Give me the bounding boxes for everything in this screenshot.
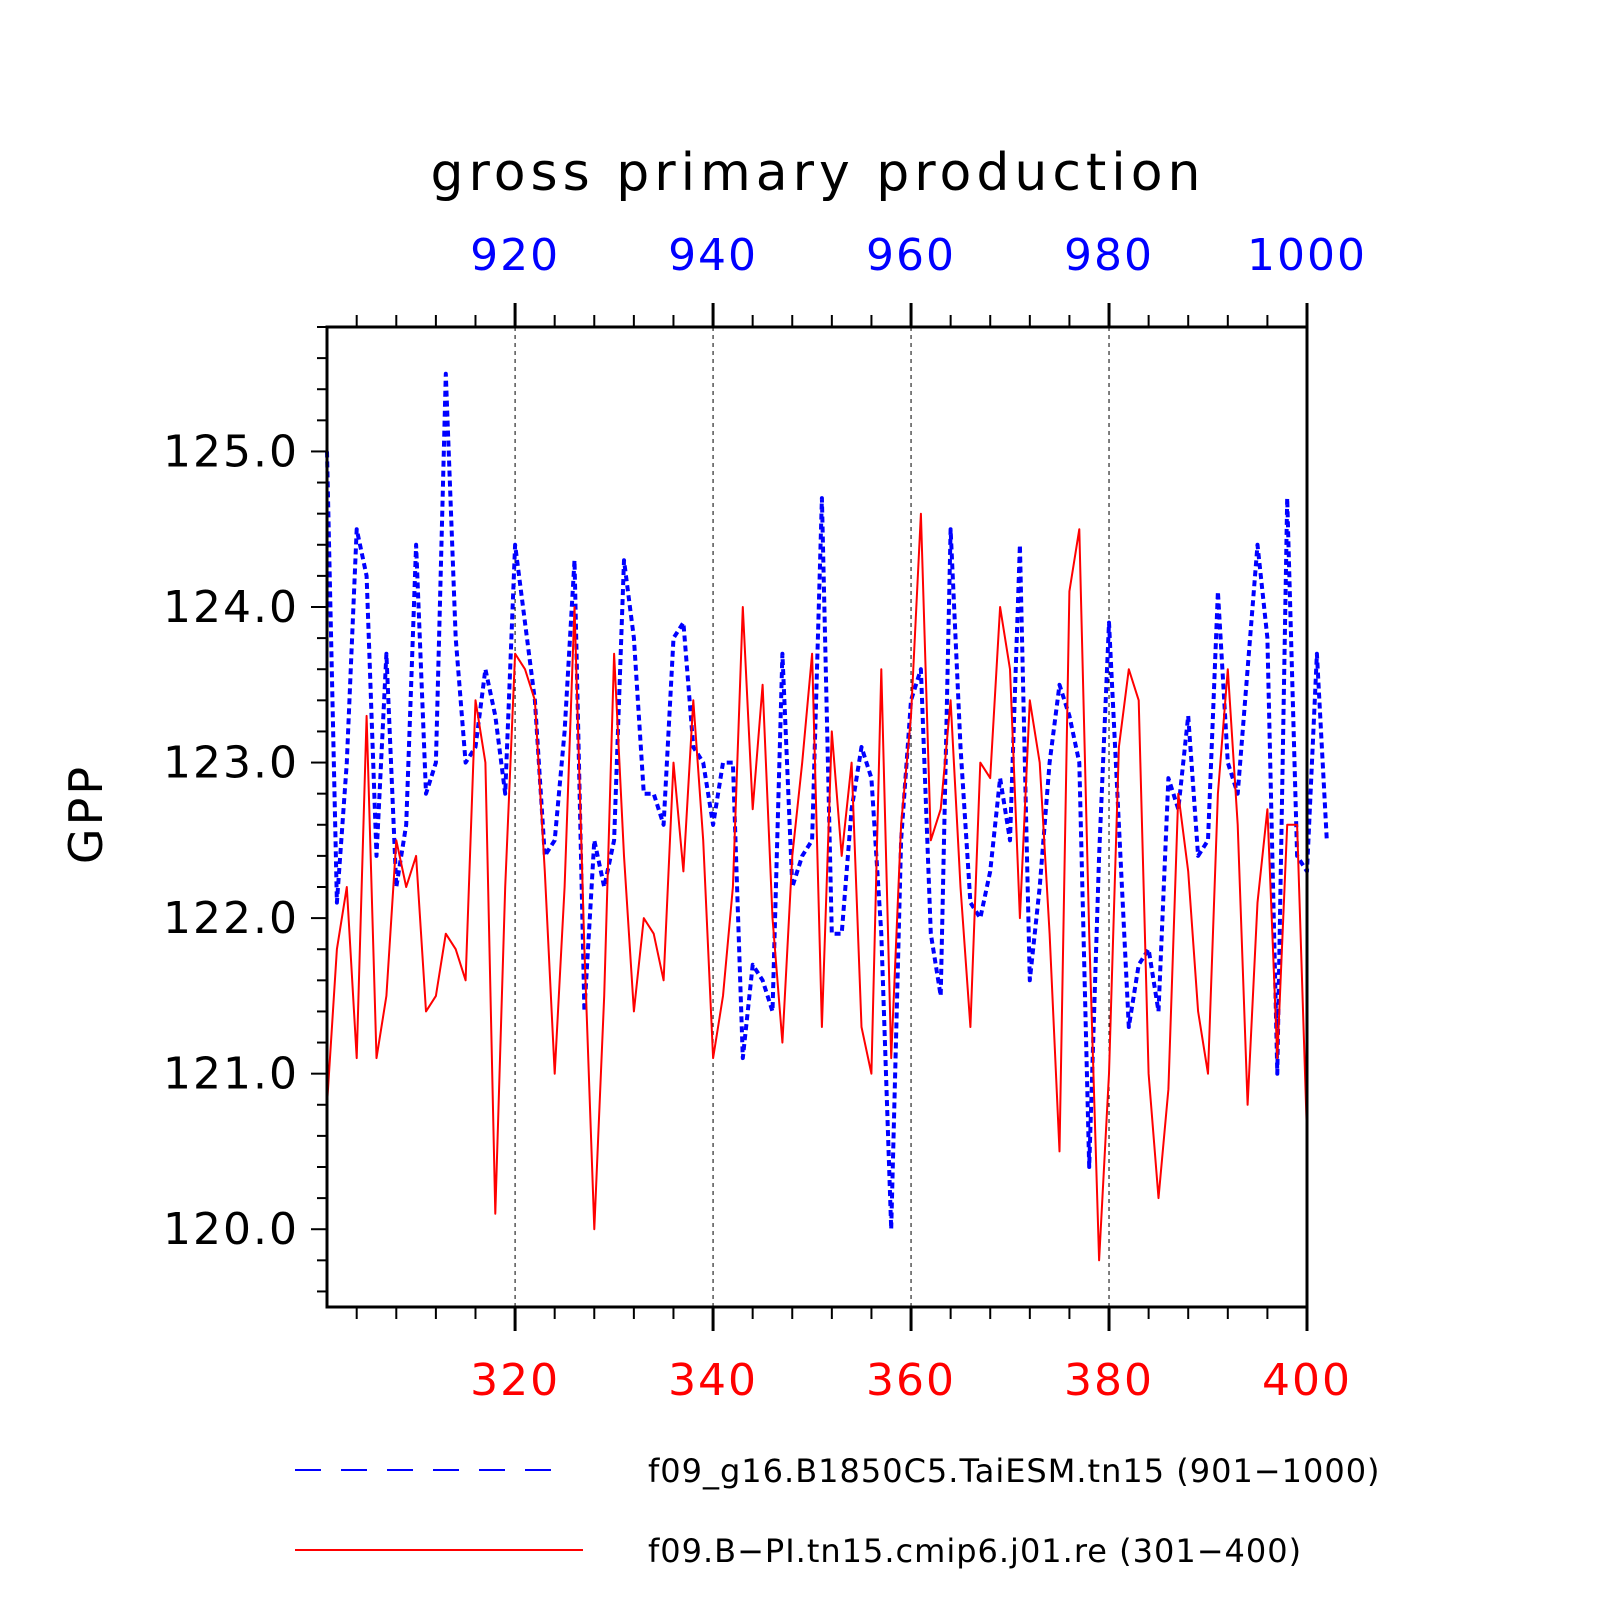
tick-labels: 120.0 121.0 122.0 123.0 124.0 125.0 920 940 960 9… [163, 230, 1367, 1406]
bottom-tick-label: 320 [470, 1355, 560, 1406]
axis-ticks [311, 303, 1309, 1331]
grid-lines [514, 327, 1110, 1307]
legend: f09_g16.B1850C5.TaiESM.tn15 (901−1000) f0… [295, 1452, 1381, 1570]
bottom-tick-label: 340 [668, 1355, 758, 1406]
y-tick-label: 123.0 [163, 738, 299, 789]
bottom-tick-label: 360 [866, 1355, 956, 1406]
top-tick-label: 940 [668, 230, 758, 281]
top-tick-label: 920 [470, 230, 560, 281]
bottom-tick-label: 400 [1262, 1355, 1352, 1406]
series-line-cmip6 [326, 512, 1308, 1262]
chart-title: gross primary production [430, 143, 1205, 203]
y-tick-label: 125.0 [163, 426, 299, 477]
series-lines [325, 371, 1329, 1262]
top-tick-label: 960 [866, 230, 956, 281]
series-line-taiesm [325, 371, 1329, 1232]
legend-label: f09_g16.B1850C5.TaiESM.tn15 (901−1000) [648, 1452, 1381, 1490]
y-axis-label: GPP [59, 764, 113, 864]
plot-frame [325, 325, 1309, 1309]
y-tick-label: 121.0 [163, 1049, 299, 1100]
bottom-tick-label: 380 [1064, 1355, 1154, 1406]
legend-label: f09.B−PI.tn15.cmip6.j01.re (301−400) [648, 1532, 1302, 1570]
top-tick-label: 980 [1064, 230, 1154, 281]
y-tick-label: 122.0 [163, 893, 299, 944]
y-tick-label: 124.0 [163, 582, 299, 633]
top-tick-label: 1000 [1247, 230, 1367, 281]
y-tick-label: 120.0 [163, 1204, 299, 1255]
